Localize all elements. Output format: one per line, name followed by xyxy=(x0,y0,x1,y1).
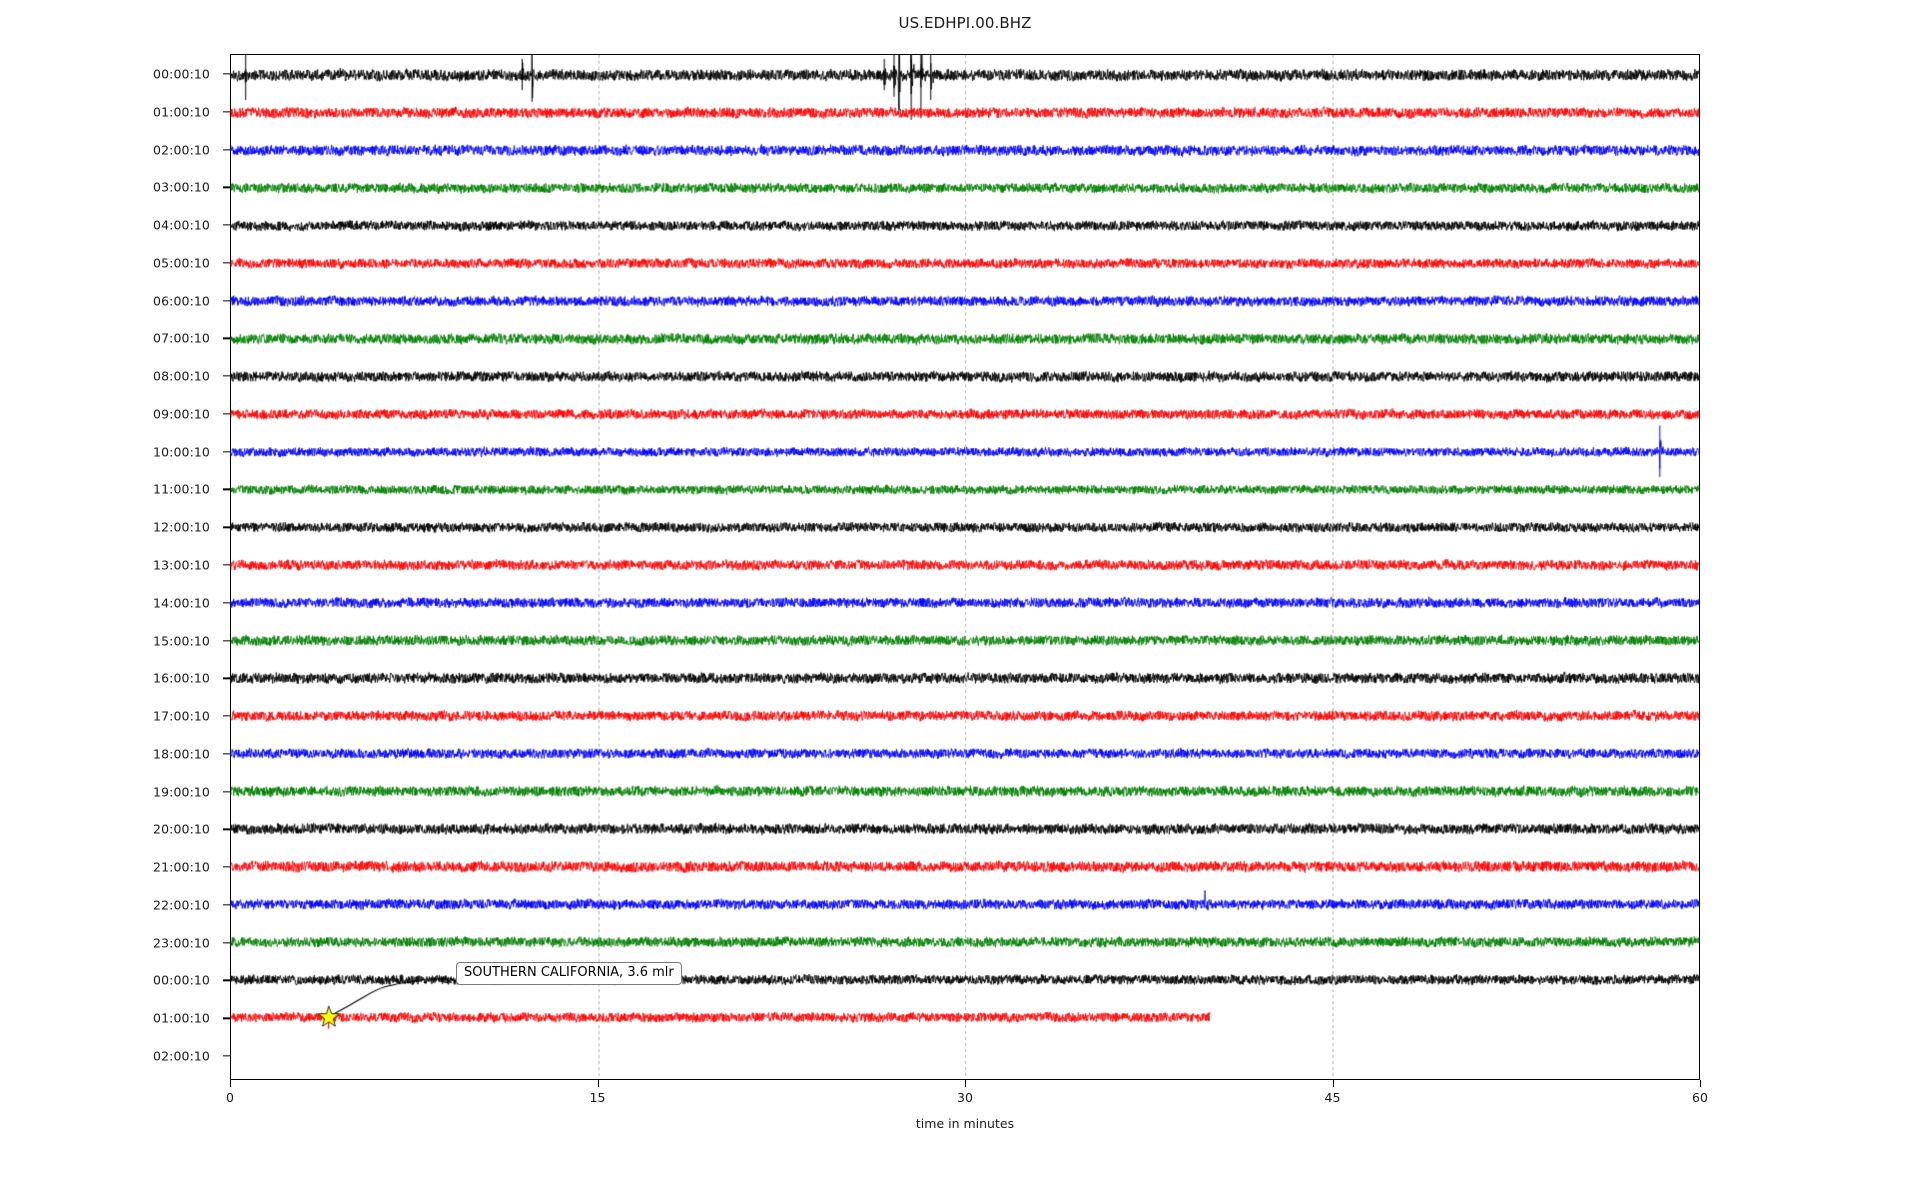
x-axis-tick-label: 0 xyxy=(226,1090,234,1105)
y-axis-tick-label: 23:00:10 xyxy=(153,935,210,951)
x-axis-tick-mark xyxy=(965,1080,967,1087)
y-axis-tick-label: 21:00:10 xyxy=(153,859,210,875)
y-axis-tick-label: 05:00:10 xyxy=(153,255,210,271)
y-axis-tick-mark xyxy=(223,375,230,377)
y-axis-tick-mark xyxy=(223,753,230,755)
y-axis-tick-label: 08:00:10 xyxy=(153,368,210,384)
event-annotation-label: SOUTHERN CALIFORNIA, 3.6 mlr xyxy=(456,962,682,985)
y-axis-tick-mark xyxy=(223,262,230,264)
y-axis-tick-mark xyxy=(223,639,230,642)
y-axis-tick-mark xyxy=(223,73,230,75)
y-axis-tick-label: 14:00:10 xyxy=(153,595,210,611)
x-axis-tick-label: 15 xyxy=(589,1090,606,1105)
y-axis-tick-mark xyxy=(223,1017,230,1019)
y-axis-tick-mark xyxy=(223,904,230,906)
plot-axes xyxy=(230,54,1700,1080)
y-axis-tick-label: 12:00:10 xyxy=(153,519,210,535)
y-axis-tick-label: 20:00:10 xyxy=(153,821,210,837)
y-axis-tick-label: 17:00:10 xyxy=(153,708,210,724)
y-axis-tick-label: 02:00:10 xyxy=(153,142,210,158)
y-axis-tick-mark xyxy=(223,715,230,717)
y-axis-tick-mark xyxy=(223,979,230,982)
y-axis-tick-mark xyxy=(223,677,230,679)
y-axis-tick-label: 00:00:10 xyxy=(153,972,210,988)
y-axis-tick-mark xyxy=(223,790,230,793)
y-axis-tick-mark xyxy=(223,111,230,113)
x-axis-label: time in minutes xyxy=(915,1116,1015,1131)
x-axis-tick-label: 30 xyxy=(957,1090,973,1105)
y-axis-tick-label: 07:00:10 xyxy=(153,330,210,346)
y-axis-tick-label: 13:00:10 xyxy=(153,557,210,573)
seismogram-traces-canvas xyxy=(231,55,1699,1079)
y-axis-tick-label: 16:00:10 xyxy=(153,670,210,686)
y-axis-tick-label: 04:00:10 xyxy=(153,217,210,233)
y-axis-tick-mark xyxy=(223,1055,230,1057)
y-axis-tick-label: 18:00:10 xyxy=(153,746,210,762)
y-axis-tick-mark xyxy=(223,299,230,302)
y-axis-tick-mark xyxy=(223,224,230,226)
y-axis-tick-label: 01:00:10 xyxy=(153,1010,210,1026)
y-axis-tick-label: 22:00:10 xyxy=(153,897,210,913)
page-title: US.EDHPI.00.BHZ xyxy=(898,14,1032,32)
y-axis-tick-mark xyxy=(223,148,230,151)
y-axis-tick-mark xyxy=(223,488,230,491)
x-axis-tick-label: 45 xyxy=(1324,1090,1341,1105)
y-axis-tick-label: 19:00:10 xyxy=(153,784,210,800)
y-axis-tick-label: 02:00:10 xyxy=(153,1048,210,1064)
y-axis-tick-label: 11:00:10 xyxy=(153,481,210,497)
y-axis-tick-mark xyxy=(223,866,230,868)
y-axis-tick-label: 10:00:10 xyxy=(153,444,210,460)
y-axis-tick-mark xyxy=(223,602,230,604)
y-axis-tick-label: 15:00:10 xyxy=(153,633,210,649)
y-axis-tick-mark xyxy=(223,828,230,831)
y-axis-tick-mark xyxy=(223,186,230,188)
y-axis-tick-label: 06:00:10 xyxy=(153,293,210,309)
y-axis-tick-label: 03:00:10 xyxy=(153,179,210,195)
x-axis-tick-mark xyxy=(230,1080,232,1087)
y-axis-tick-mark xyxy=(223,413,230,415)
y-axis-tick-label: 00:00:10 xyxy=(153,66,210,82)
y-axis-tick-label: 09:00:10 xyxy=(153,406,210,422)
x-axis-tick-mark xyxy=(597,1080,599,1087)
y-axis-tick-mark xyxy=(223,526,230,528)
y-axis-tick-mark xyxy=(223,564,230,566)
y-axis-tick-mark xyxy=(223,942,230,944)
x-axis-tick-mark xyxy=(1700,1080,1702,1087)
y-axis-tick-mark xyxy=(223,451,230,453)
y-axis-tick-label: 01:00:10 xyxy=(153,104,210,120)
x-axis-tick-label: 60 xyxy=(1692,1090,1708,1105)
y-axis-tick-mark xyxy=(223,337,230,340)
x-axis-tick-mark xyxy=(1332,1080,1334,1087)
